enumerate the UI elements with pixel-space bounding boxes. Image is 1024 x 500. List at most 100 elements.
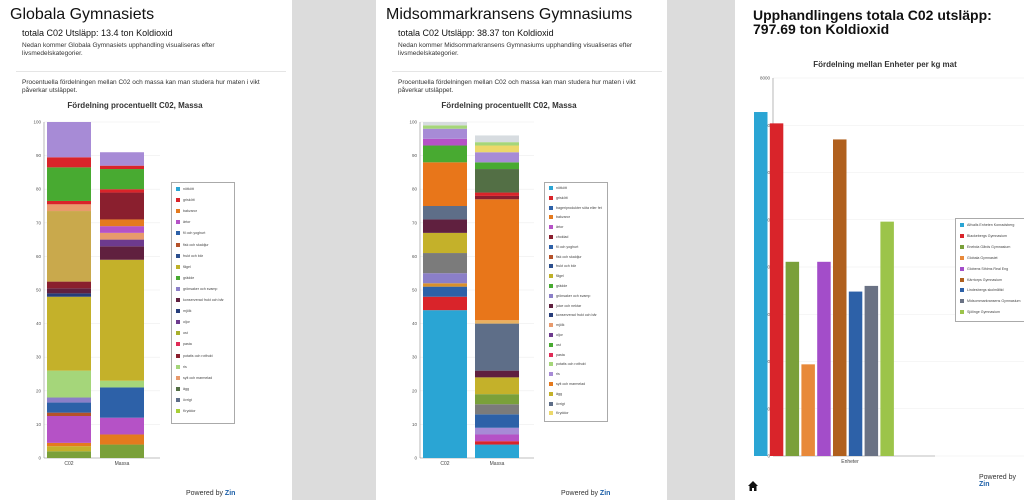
legend-label: ris — [556, 372, 560, 377]
legend-label: ägg — [183, 386, 189, 391]
legend-item[interactable]: oljor — [176, 320, 190, 328]
legend-swatch — [176, 331, 180, 336]
legend-swatch — [960, 266, 964, 271]
legend-item[interactable]: frukt och bär — [176, 253, 203, 262]
bar-segment — [100, 417, 144, 435]
bar-segment — [475, 195, 519, 200]
stacked-bar-chart: 0 10 20 30 40 50 60 70 80 90 100 C02 Massa — [33, 120, 160, 467]
y-tick-label: 40 — [412, 321, 418, 326]
legend-label: Lindesbergs skolmåltid — [967, 288, 1004, 293]
legend-swatch — [549, 274, 553, 279]
bar-segment — [423, 138, 467, 146]
legend-label: Globens Sthlms Real Eng — [967, 266, 1009, 271]
legend-item[interactable]: griskött — [176, 198, 195, 206]
legend-item[interactable]: pasta — [176, 342, 192, 350]
legend-item[interactable]: nötkött — [176, 187, 194, 195]
legend-item[interactable]: ris — [176, 364, 187, 373]
legend-item[interactable]: konserverad frukt och bär — [549, 313, 597, 321]
description: Nedan kommer Globala Gymnasiets upphandl… — [22, 42, 215, 57]
legend-swatch — [176, 342, 180, 347]
legend-item[interactable]: fil och yoghurt — [176, 231, 205, 239]
legend-item[interactable]: bakvaror — [549, 215, 570, 223]
legend-item[interactable]: nötkött — [549, 186, 567, 194]
legend-label: bakvaror — [556, 215, 570, 220]
bar-segment — [423, 296, 467, 311]
legend-item[interactable]: övrigt — [176, 397, 192, 406]
legend-item[interactable]: potatis och rotfrukt — [549, 362, 586, 370]
legend-item[interactable]: ost — [549, 342, 561, 351]
legend-item[interactable]: Kryddor — [549, 411, 569, 419]
legend-item[interactable]: Alfvalls Enheten Konradsberg — [960, 223, 1014, 231]
legend-item[interactable]: fil och yoghurt — [549, 244, 579, 253]
legend-item[interactable]: Globala Gymnasiet — [960, 255, 998, 264]
legend-item[interactable]: ost — [176, 331, 188, 339]
y-tick-label: 20 — [36, 388, 42, 393]
legend-item[interactable]: Sjölinge Gymnasium — [960, 310, 1000, 318]
bar-segment — [423, 162, 467, 206]
powered-by: Powered by Zin — [186, 490, 235, 497]
bar-segment — [47, 288, 91, 294]
legend-item[interactable]: mjölk — [549, 323, 564, 331]
legend-item[interactable]: sylt och marmelad — [176, 375, 212, 384]
legend-item[interactable]: choklad — [549, 235, 568, 243]
legend-label: grönsaker och svamp — [183, 286, 218, 291]
legend-item[interactable]: Enebda Gårds Gymnasium — [960, 244, 1011, 253]
home-icon[interactable] — [747, 480, 759, 492]
legend-item[interactable]: grädde — [549, 284, 567, 292]
page-title: Midsommarkransens Gymnasiums — [386, 6, 633, 23]
legend-item[interactable]: övrigt — [549, 401, 565, 410]
legend-item[interactable]: griskött — [549, 195, 568, 204]
legend-label: sylt och marmelad — [556, 382, 586, 387]
legend-item[interactable]: oljor — [549, 333, 563, 341]
legend-swatch — [960, 299, 964, 304]
bar-segment — [423, 286, 467, 297]
y-tick-label: 30 — [412, 355, 418, 360]
powered-by: Powered by Zin — [979, 474, 1024, 488]
legend-item[interactable]: ärtor — [176, 220, 190, 228]
bar — [864, 285, 879, 456]
legend-item[interactable]: Midsommarkransens Gymnasium — [960, 299, 1021, 307]
legend-item[interactable]: juice och nektar — [549, 303, 581, 312]
legend-item[interactable]: ris — [549, 372, 560, 380]
legend-item[interactable]: frukt och bär — [549, 264, 576, 272]
legend-swatch — [549, 235, 553, 240]
legend-item[interactable]: fisk och skaldjur — [549, 254, 582, 263]
legend-item[interactable]: sylt och marmelad — [549, 382, 585, 390]
legend-item[interactable]: ägg — [176, 386, 189, 395]
legend-item[interactable]: grädde — [176, 275, 194, 284]
legend-item[interactable]: bageriprodukter söta eller fet — [549, 205, 602, 214]
legend-swatch — [549, 411, 553, 416]
legend-item[interactable]: mjölk — [176, 309, 191, 317]
legend-swatch — [176, 397, 180, 402]
legend-label: mjölk — [183, 309, 192, 314]
legend-swatch — [549, 362, 553, 367]
legend-item[interactable]: grönsaker och svamp — [176, 286, 218, 295]
legend-item[interactable]: grönsaker och svamp — [549, 293, 590, 302]
bar-segment — [475, 323, 519, 371]
legend-item[interactable]: ärtor — [549, 225, 563, 233]
legend-item[interactable]: fågel — [176, 264, 191, 273]
legend-item[interactable]: Kärrtorps Gymnasium — [960, 277, 1002, 286]
legend-item[interactable]: konserverad frukt och bär — [176, 298, 224, 306]
legend-swatch — [549, 333, 553, 338]
legend-item[interactable]: fisk och skaldjur — [176, 242, 209, 251]
legend-item[interactable]: Kryddor — [176, 409, 196, 417]
legend-item[interactable]: Blackebergs Gymnasium — [960, 233, 1007, 242]
legend-item[interactable]: ägg — [549, 391, 562, 400]
bar-segment — [47, 296, 91, 371]
legend-item[interactable]: pasta — [549, 352, 565, 361]
legend-item[interactable]: bakvaror — [176, 209, 197, 217]
brand-link[interactable]: Zin — [224, 490, 236, 497]
chart-title: Fördelning procentuellt C02, Massa — [441, 101, 577, 110]
legend-item[interactable]: Lindesbergs skolmåltid — [960, 288, 1004, 296]
legend-label: fil och yoghurt — [556, 244, 579, 249]
legend-item[interactable]: fågel — [549, 274, 564, 282]
page-subtitle: totala C02 Utsläpp: 38.37 ton Koldioxid — [398, 28, 554, 38]
brand-link[interactable]: Zin — [979, 481, 990, 488]
legend-item[interactable]: potatis och rotfrukt — [176, 353, 213, 362]
brand-link[interactable]: Zin — [599, 490, 611, 497]
legend-swatch — [549, 254, 553, 259]
y-tick-label: 90 — [36, 153, 42, 158]
legend-item[interactable]: Globens Sthlms Real Eng — [960, 266, 1009, 275]
legend-label: Enebda Gårds Gymnasium — [967, 244, 1011, 249]
